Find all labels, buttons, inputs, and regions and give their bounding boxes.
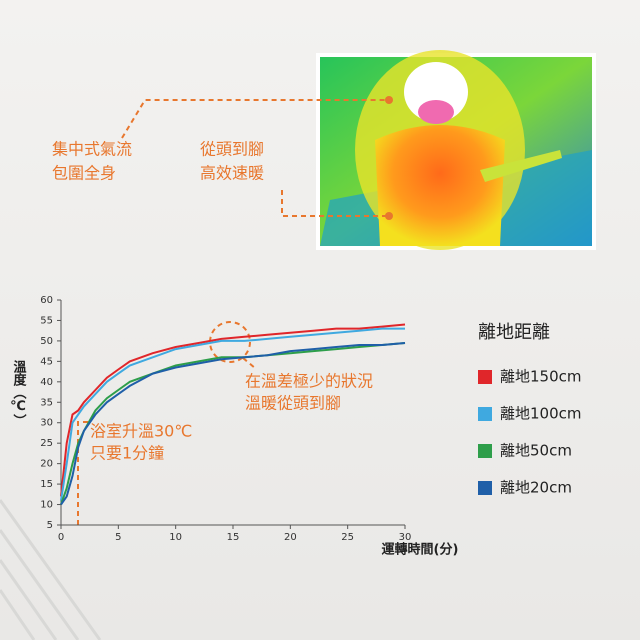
- legend-swatch: [478, 370, 492, 384]
- x-tick-label: 30: [399, 532, 412, 543]
- callout-dot: [385, 96, 393, 104]
- series-line: [60, 342, 406, 506]
- x-axis-label: 運轉時間(分): [382, 542, 459, 558]
- y-tick-label: 50: [40, 336, 53, 347]
- x-tick-label: 0: [58, 532, 64, 543]
- y-tick-label: 45: [40, 356, 53, 367]
- legend-title: 離地距離: [478, 322, 550, 343]
- legend-swatch: [478, 444, 492, 458]
- series-line: [60, 327, 405, 501]
- annotation: 在溫差極少的狀況: [245, 372, 373, 391]
- callout-lines: [77, 99, 387, 525]
- x-tick-label: 5: [115, 532, 121, 543]
- annotation: 溫暖從頭到腳: [245, 394, 341, 413]
- blinds: [0, 499, 102, 640]
- thermal-image: [316, 50, 596, 250]
- x-tick-label: 10: [169, 532, 182, 543]
- x-tick-label: 20: [284, 532, 297, 543]
- y-tick-label: 5: [47, 520, 53, 531]
- y-tick-label: 15: [40, 479, 53, 490]
- y-tick-label: 20: [40, 459, 53, 470]
- legend-swatch: [478, 481, 492, 495]
- y-tick-label: 55: [40, 315, 53, 326]
- annotation: 只要1分鐘: [90, 444, 164, 463]
- y-tick-label: 25: [40, 438, 53, 449]
- y-axis-label: 溫度（℃）: [10, 360, 27, 427]
- series-line: [60, 323, 406, 497]
- callout-text: 高效速暖: [200, 164, 264, 183]
- legend-label: 離地100cm: [500, 405, 582, 423]
- legend-label: 離地150cm: [500, 368, 582, 386]
- y-tick-label: 30: [40, 418, 53, 429]
- y-tick-label: 40: [40, 377, 53, 388]
- y-tick-label: 35: [40, 397, 53, 408]
- annotation: 浴室升溫30℃: [90, 422, 192, 441]
- callout-text: 集中式氣流: [52, 140, 132, 159]
- callout-dot: [385, 212, 393, 220]
- y-tick-label: 10: [40, 500, 53, 511]
- legend-label: 離地50cm: [500, 442, 572, 460]
- legend-label: 離地20cm: [500, 479, 572, 497]
- x-tick-label: 15: [227, 532, 240, 543]
- y-tick-label: 60: [40, 295, 53, 306]
- callout-text: 包圍全身: [52, 164, 116, 183]
- legend-swatch: [478, 407, 492, 421]
- x-tick-label: 25: [341, 532, 354, 543]
- callout-text: 從頭到腳: [200, 140, 264, 159]
